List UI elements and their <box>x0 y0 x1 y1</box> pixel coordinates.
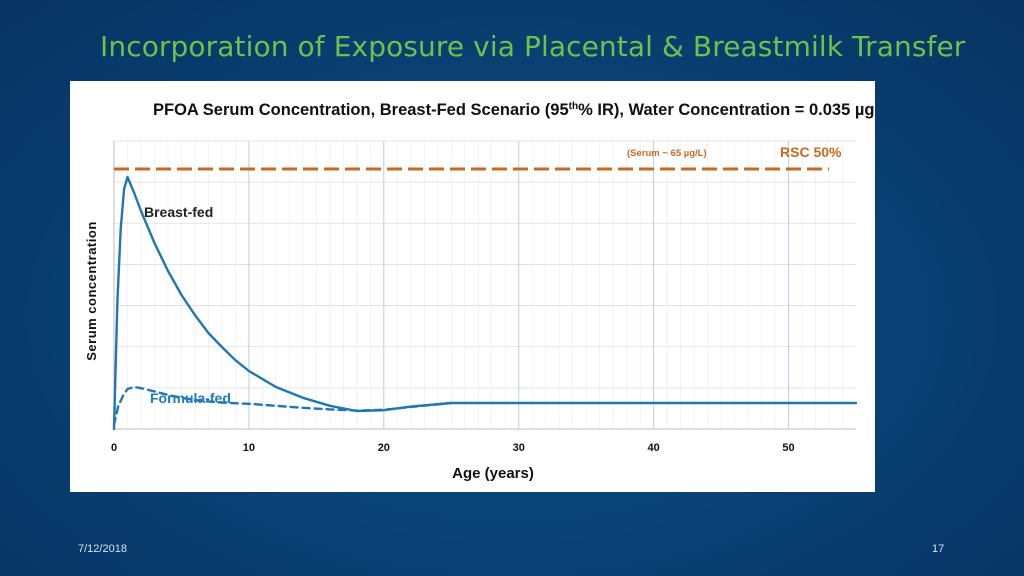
chart-panel: PFOA Serum Concentration, Breast-Fed Sce… <box>70 81 875 492</box>
x-tick-label: 10 <box>243 442 255 454</box>
chart-title-part2: % IR), Water Concentration = 0.035 µg/L <box>578 101 875 119</box>
serum-concentration-chart: PFOA Serum Concentration, Breast-Fed Sce… <box>84 101 875 482</box>
chart-title: PFOA Serum Concentration, Breast-Fed Sce… <box>153 101 875 119</box>
slide-page-number: 17 <box>932 543 945 555</box>
series-label-formula-fed: Formula-fed <box>150 390 231 406</box>
x-tick-label: 20 <box>378 442 390 454</box>
reference-line-annotation: (Serum ~ 65 µg/L) <box>627 148 707 159</box>
chart-title-part1: PFOA Serum Concentration, Breast-Fed Sce… <box>153 101 569 119</box>
grid-layer <box>113 140 856 430</box>
series-label-breast-fed: Breast-fed <box>144 204 213 220</box>
slide-date: 7/12/2018 <box>78 543 127 555</box>
series-line-formula-fed <box>112 385 453 427</box>
y-axis-label: Serum concentration <box>84 221 99 361</box>
x-tick-label: 50 <box>782 442 794 454</box>
tick-layer: 0 10 20 30 40 50 <box>111 442 795 454</box>
x-axis-label: Age (years) <box>452 465 534 482</box>
series-line-breast-fed <box>112 175 858 431</box>
x-tick-label: 40 <box>648 442 660 454</box>
chart-title-sup: th <box>569 101 578 112</box>
series-layer <box>112 175 858 431</box>
x-tick-label: 0 <box>111 442 117 454</box>
x-tick-label: 30 <box>513 442 525 454</box>
slide-title: Incorporation of Exposure via Placental … <box>100 30 966 63</box>
reference-line-label: RSC 50% <box>780 144 842 160</box>
